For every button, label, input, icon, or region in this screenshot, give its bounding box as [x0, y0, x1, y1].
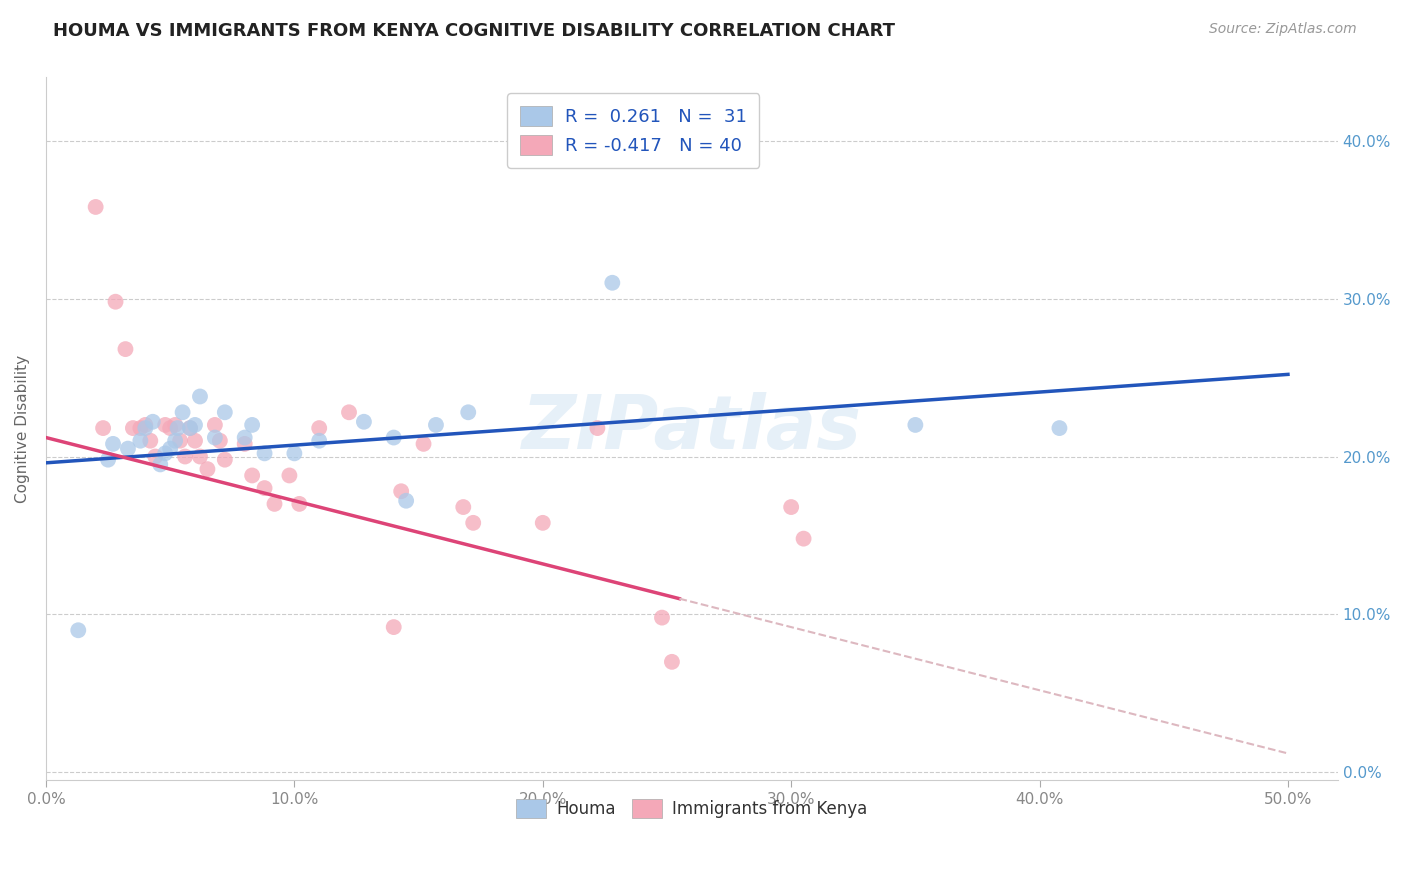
Point — [159, 442, 181, 456]
Point — [165, 417, 187, 432]
Point — [278, 468, 301, 483]
Point — [174, 450, 197, 464]
Legend: Houma, Immigrants from Kenya: Houma, Immigrants from Kenya — [509, 793, 875, 825]
Point — [179, 421, 201, 435]
Point — [139, 434, 162, 448]
Point — [661, 655, 683, 669]
Point — [308, 421, 330, 435]
Point — [67, 624, 90, 638]
Point — [159, 421, 181, 435]
Text: ZIPatlas: ZIPatlas — [522, 392, 862, 466]
Point — [382, 431, 405, 445]
Point — [382, 620, 405, 634]
Point — [263, 497, 285, 511]
Point — [412, 437, 434, 451]
Point — [204, 417, 226, 432]
Point — [214, 405, 236, 419]
Point — [84, 200, 107, 214]
Point — [233, 437, 256, 451]
Point — [134, 417, 156, 432]
Point — [122, 421, 145, 435]
Point — [143, 450, 166, 464]
Y-axis label: Cognitive Disability: Cognitive Disability — [15, 355, 30, 503]
Point — [208, 434, 231, 448]
Point — [91, 421, 114, 435]
Point — [153, 417, 176, 432]
Point — [1049, 421, 1071, 435]
Text: HOUMA VS IMMIGRANTS FROM KENYA COGNITIVE DISABILITY CORRELATION CHART: HOUMA VS IMMIGRANTS FROM KENYA COGNITIVE… — [53, 22, 896, 40]
Point — [389, 484, 412, 499]
Point — [651, 610, 673, 624]
Point — [129, 434, 152, 448]
Point — [184, 434, 207, 448]
Point — [188, 389, 211, 403]
Point — [142, 415, 165, 429]
Point — [179, 421, 201, 435]
Point — [204, 431, 226, 445]
Point — [214, 452, 236, 467]
Point — [104, 294, 127, 309]
Point — [240, 417, 263, 432]
Point — [129, 421, 152, 435]
Point — [337, 405, 360, 419]
Point — [188, 450, 211, 464]
Point — [586, 421, 609, 435]
Point — [117, 442, 139, 456]
Point — [149, 458, 172, 472]
Text: Source: ZipAtlas.com: Source: ZipAtlas.com — [1209, 22, 1357, 37]
Point — [453, 500, 475, 514]
Point — [114, 342, 136, 356]
Point — [172, 405, 194, 419]
Point — [134, 421, 156, 435]
Point — [253, 481, 276, 495]
Point — [101, 437, 124, 451]
Point — [197, 462, 219, 476]
Point — [308, 434, 330, 448]
Point — [531, 516, 554, 530]
Point — [425, 417, 447, 432]
Point — [288, 497, 311, 511]
Point — [904, 417, 927, 432]
Point — [395, 493, 418, 508]
Point — [153, 446, 176, 460]
Point — [463, 516, 485, 530]
Point — [169, 434, 191, 448]
Point — [780, 500, 803, 514]
Point — [240, 468, 263, 483]
Point — [165, 434, 187, 448]
Point — [602, 276, 624, 290]
Point — [97, 452, 120, 467]
Point — [457, 405, 479, 419]
Point — [793, 532, 815, 546]
Point — [233, 431, 256, 445]
Point — [184, 417, 207, 432]
Point — [253, 446, 276, 460]
Point — [166, 421, 188, 435]
Point — [353, 415, 375, 429]
Point — [283, 446, 305, 460]
